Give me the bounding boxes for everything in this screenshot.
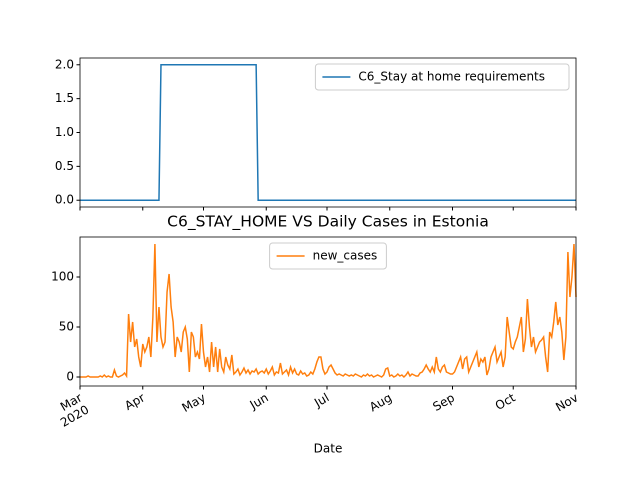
axes-frame	[79, 236, 577, 387]
x-axis-label: Date	[314, 442, 343, 456]
y-tick-label: 1.5	[55, 91, 74, 105]
data-line	[80, 243, 577, 379]
x-tick-label: Jun	[247, 390, 271, 412]
legend: new_cases	[269, 242, 387, 270]
y-tick-label: 0	[66, 370, 74, 384]
data-line	[80, 64, 576, 201]
x-tick-label: Jul	[311, 390, 331, 410]
legend: C6_Stay at home requirements	[314, 63, 570, 91]
x-tick-label: Sep	[430, 390, 457, 413]
x-tick-label: Mar2020	[51, 390, 91, 429]
x-tick-label: Nov	[553, 390, 580, 414]
legend-box	[269, 242, 387, 270]
x-tick-label: Oct	[493, 390, 518, 413]
x-tick-label: Aug	[367, 390, 394, 414]
y-tick-label: 0.0	[55, 193, 74, 207]
y-tick-label: 0.5	[55, 159, 74, 173]
legend-label: new_cases	[313, 249, 378, 263]
legend-box	[314, 63, 570, 91]
axes-frame	[79, 57, 577, 208]
chart-title: C6_STAY_HOME VS Daily Cases in Estonia	[167, 213, 489, 232]
y-tick-label: 50	[59, 320, 74, 334]
x-tick-label: Apr	[122, 390, 147, 413]
y-tick-label: 100	[51, 270, 74, 284]
x-tick-label: May	[180, 390, 208, 415]
legend-label: C6_Stay at home requirements	[358, 70, 545, 84]
y-tick-label: 1.0	[55, 125, 74, 139]
y-tick-label: 2.0	[55, 57, 74, 71]
